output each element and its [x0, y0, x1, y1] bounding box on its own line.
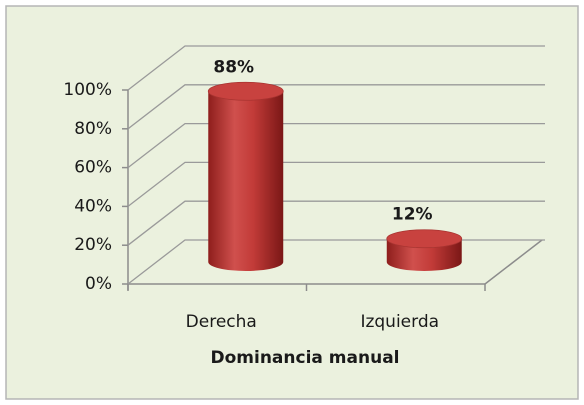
y-tick-label: 20%	[74, 235, 112, 255]
chart-background	[5, 5, 579, 400]
y-tick-label: 40%	[74, 196, 112, 216]
bar-top	[207, 81, 284, 101]
floor-edge	[484, 239, 543, 285]
y-tick-label: 60%	[74, 158, 112, 178]
bar	[208, 91, 284, 271]
grid-line	[127, 45, 545, 91]
y-tick-label: 100%	[63, 80, 112, 100]
x-tick-label: Izquierda	[360, 312, 439, 332]
value-label: 88%	[213, 57, 254, 77]
x-axis-title: Dominancia manual	[211, 348, 400, 368]
grid-line	[127, 122, 545, 169]
grid-line	[127, 84, 545, 130]
value-label: 12%	[392, 205, 433, 225]
plot-area: 0% 20% 40% 60% 80% 100% Derecha 88% Izquierda 12%	[63, 45, 545, 332]
grid-line	[127, 200, 545, 246]
bar-top	[386, 229, 463, 249]
y-tick-label: 80%	[74, 119, 112, 139]
x-tick-label: Derecha	[186, 312, 257, 332]
grid-line	[127, 161, 545, 207]
y-tick-label: 0%	[85, 274, 112, 294]
